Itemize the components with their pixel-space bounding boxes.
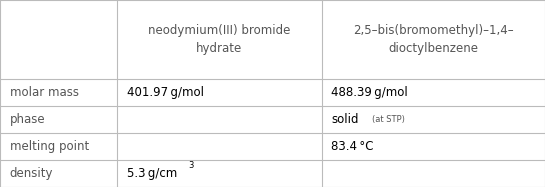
Text: (at STP): (at STP) <box>372 115 405 124</box>
Text: 5.3 g/cm: 5.3 g/cm <box>127 167 177 180</box>
Text: solid: solid <box>331 113 359 126</box>
Text: phase: phase <box>10 113 45 126</box>
Text: 83.4 °C: 83.4 °C <box>331 140 374 153</box>
Text: neodymium(III) bromide
hydrate: neodymium(III) bromide hydrate <box>148 24 290 55</box>
Text: 401.97 g/mol: 401.97 g/mol <box>127 86 204 99</box>
Text: molar mass: molar mass <box>10 86 79 99</box>
Text: 488.39 g/mol: 488.39 g/mol <box>331 86 408 99</box>
Text: 2,5–bis(bromomethyl)–1,4–
dioctylbenzene: 2,5–bis(bromomethyl)–1,4– dioctylbenzene <box>353 24 513 55</box>
Text: density: density <box>10 167 53 180</box>
Text: 3: 3 <box>188 160 193 170</box>
Text: melting point: melting point <box>10 140 89 153</box>
